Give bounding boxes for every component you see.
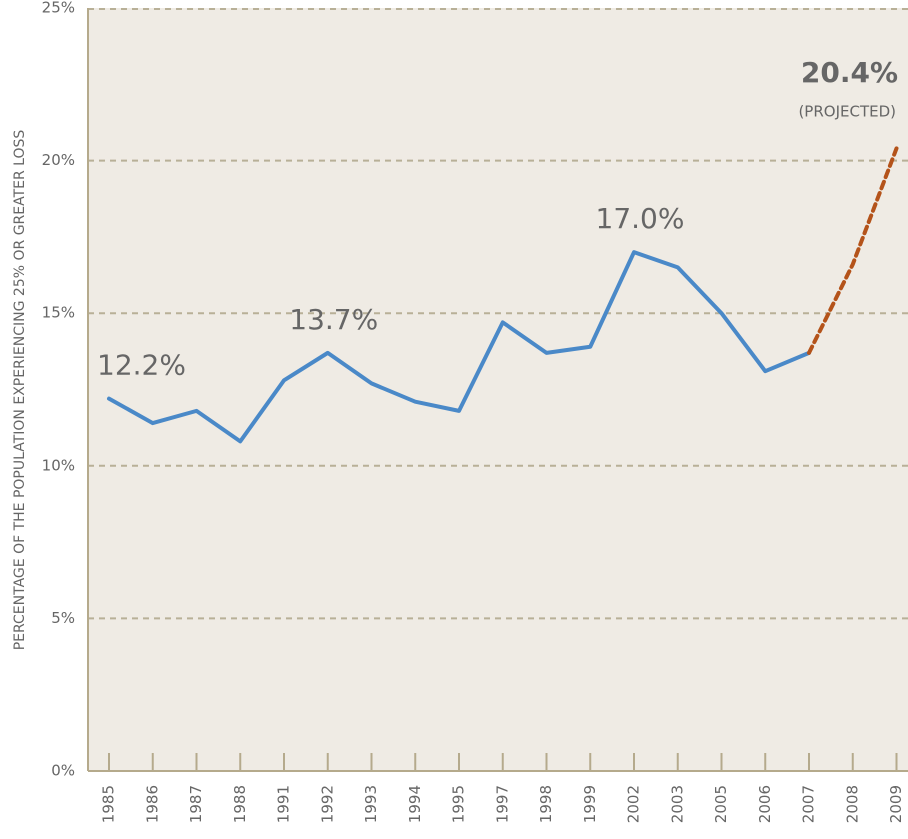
x-tick-label: 1985: [100, 785, 118, 823]
data-label: 17.0%: [596, 202, 685, 235]
x-tick-label: 2009: [887, 785, 905, 823]
x-tick-label: 1988: [231, 785, 249, 823]
data-label: 20.4%: [801, 56, 898, 89]
y-tick-label: 5%: [51, 609, 75, 627]
x-tick-label: 1993: [362, 785, 380, 823]
x-tick-label: 1994: [406, 785, 424, 823]
x-tick-label: 2002: [625, 785, 643, 823]
x-tick-label: 2007: [800, 785, 818, 823]
x-tick-label: 2006: [756, 785, 774, 823]
y-tick-label: 0%: [51, 762, 75, 780]
x-tick-label: 2008: [843, 785, 861, 823]
x-tick-label: 1991: [275, 785, 293, 823]
data-line: [807, 146, 899, 355]
x-tick-label: 2005: [712, 785, 730, 823]
y-tick-label: 15%: [42, 304, 75, 322]
data-label: 13.7%: [289, 303, 378, 336]
x-tick-label: 2003: [668, 785, 686, 823]
data-line: [107, 250, 811, 444]
x-tick-label: 1987: [187, 785, 205, 823]
data-label: 12.2%: [97, 349, 186, 382]
y-axis-title: PERCENTAGE OF THE POPULATION EXPERIENCIN…: [12, 130, 28, 651]
y-tick-label: 25%: [42, 0, 75, 17]
x-tick-label: 1995: [450, 785, 468, 823]
x-tick-label: 1998: [537, 785, 555, 823]
x-tick-label: 1986: [143, 785, 161, 823]
y-tick-label: 10%: [42, 456, 75, 474]
y-tick-label: 20%: [42, 151, 75, 169]
x-tick-label: 1992: [318, 785, 336, 823]
x-tick-label: 1997: [493, 785, 511, 823]
annotation: (PROJECTED): [798, 103, 896, 121]
plot-background: [88, 8, 908, 771]
x-tick-label: 1999: [581, 785, 599, 823]
